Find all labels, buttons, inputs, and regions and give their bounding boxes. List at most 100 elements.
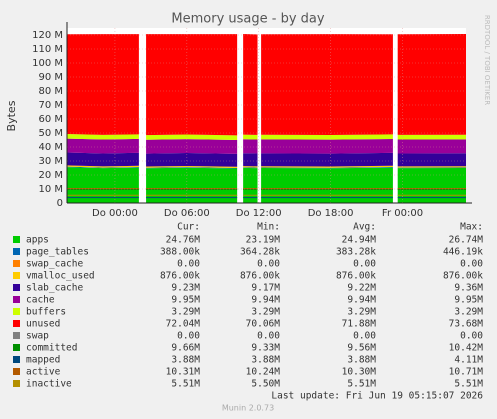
legend-label: active [26, 367, 61, 378]
legend-stat: 9.94M [251, 295, 280, 306]
legend-stat: 9.36M [454, 283, 483, 294]
legend-stat: 10.42M [449, 343, 484, 354]
y-tick-label: 90 M [38, 72, 63, 83]
legend-label: inactive [26, 379, 72, 390]
legend-stat: 9.95M [454, 295, 483, 306]
legend-stat: 10.71M [449, 367, 484, 378]
legend-label: vmalloc_used [26, 271, 95, 282]
legend-stat: 0.00 [257, 259, 280, 270]
area [67, 165, 466, 169]
legend-stat: 10.30M [342, 367, 377, 378]
legend-stat: 24.94M [342, 235, 377, 246]
x-tick-label: Do 00:00 [92, 208, 138, 219]
legend-stat: 70.06M [246, 319, 281, 330]
legend-swatch [13, 272, 20, 279]
legend-stat: 0.00 [177, 259, 200, 270]
y-tick-label: 30 M [38, 156, 63, 167]
y-tick-label: 100 M [32, 58, 63, 69]
legend-stat: 388.00k [160, 247, 200, 258]
legend-stat: 5.51M [454, 379, 483, 390]
legend-stat: 0.00 [177, 331, 200, 342]
legend-label: slab_cache [26, 283, 83, 294]
legend-stat: 3.29M [347, 307, 376, 318]
legend-stat: 446.19k [443, 247, 483, 258]
legend-stat: 9.23M [171, 283, 200, 294]
legend-stat: 9.22M [347, 283, 376, 294]
legend-stat: 5.50M [251, 379, 280, 390]
area [67, 138, 466, 154]
legend-stat: 876.00k [443, 271, 483, 282]
legend-stat: 0.00 [460, 259, 483, 270]
legend-header: Max: [460, 222, 483, 233]
legend-stat: 9.66M [171, 343, 200, 354]
legend-stat: 3.88M [171, 355, 200, 366]
legend-stat: 3.29M [454, 307, 483, 318]
legend-swatch [13, 236, 20, 243]
legend-stat: 3.88M [347, 355, 376, 366]
legend-stat: 0.00 [353, 259, 376, 270]
legend-swatch [13, 380, 20, 387]
legend-label: cache [26, 295, 55, 306]
legend-swatch [13, 344, 20, 351]
legend-stat: 364.28k [240, 247, 280, 258]
legend-header: Avg: [353, 222, 376, 233]
legend-header: Cur: [177, 222, 200, 233]
legend-stat: 9.17M [251, 283, 280, 294]
area [67, 133, 466, 140]
legend-swatch [13, 368, 20, 375]
chart-title: Memory usage - by day [171, 12, 324, 27]
legend-stat: 10.24M [246, 367, 281, 378]
legend-stat: 383.28k [336, 247, 376, 258]
legend-label: swap [26, 331, 49, 342]
area [67, 33, 466, 136]
x-tick-label: Fr 00:00 [382, 208, 423, 219]
legend-stat: 0.00 [257, 331, 280, 342]
y-tick-label: 0 [57, 198, 63, 209]
legend-swatch [13, 308, 20, 315]
y-tick-label: 10 M [38, 184, 63, 195]
legend-stat: 876.00k [240, 271, 280, 282]
legend-label: mapped [26, 355, 60, 366]
legend-stat: 3.88M [251, 355, 280, 366]
legend-stat: 0.00 [353, 331, 376, 342]
legend-stat: 876.00k [336, 271, 376, 282]
legend-swatch [13, 284, 20, 291]
y-tick-label: 60 M [38, 114, 63, 125]
legend-stat: 3.29M [251, 307, 280, 318]
x-tick-label: Do 18:00 [308, 208, 354, 219]
legend-stat: 71.88M [342, 319, 377, 330]
legend-label: apps [26, 235, 49, 246]
legend-stat: 10.31M [166, 367, 201, 378]
legend-swatch [13, 332, 20, 339]
legend-label: committed [26, 343, 77, 354]
legend-label: buffers [26, 307, 66, 318]
y-tick-label: 20 M [38, 170, 63, 181]
legend-stat: 26.74M [449, 235, 484, 246]
legend-swatch [13, 356, 20, 363]
x-tick-label: Do 06:00 [164, 208, 210, 219]
legend-stat: 876.00k [160, 271, 200, 282]
legend-stat: 3.29M [171, 307, 200, 318]
y-tick-label: 40 M [38, 142, 63, 153]
legend-label: swap_cache [26, 259, 83, 270]
y-tick-label: 110 M [32, 44, 63, 55]
legend-swatch [13, 248, 20, 255]
legend-stat: 23.19M [246, 235, 281, 246]
legend-stat: 9.56M [347, 343, 376, 354]
area [67, 152, 466, 167]
legend-label: unused [26, 319, 60, 330]
footer: Munin 2.0.73 [222, 404, 274, 413]
legend-header: Min: [257, 222, 280, 233]
legend-stat: 9.33M [251, 343, 280, 354]
area [67, 167, 466, 203]
legend-stat: 72.04M [166, 319, 201, 330]
legend-label: page_tables [26, 247, 89, 258]
legend-swatch [13, 296, 20, 303]
watermark: RRDTOOL / TOBI OETIKER [483, 15, 491, 105]
legend-stat: 24.76M [166, 235, 201, 246]
y-tick-label: 50 M [38, 128, 63, 139]
x-tick-label: Do 12:00 [236, 208, 282, 219]
legend-stat: 73.68M [449, 319, 484, 330]
last-update: Last update: Fri Jun 19 05:15:07 2026 [271, 391, 483, 402]
